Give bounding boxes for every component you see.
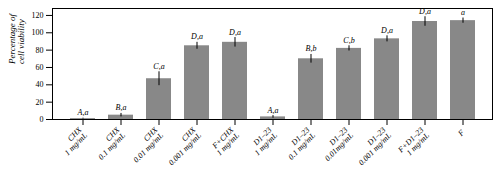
svg-text:C,b: C,b — [343, 36, 354, 45]
svg-text:D,a: D,a — [228, 28, 241, 37]
svg-text:100: 100 — [32, 28, 44, 37]
svg-text:80: 80 — [36, 46, 44, 55]
svg-text:D1–230.1 mg/mL: D1–230.1 mg/mL — [281, 125, 318, 162]
svg-text:F+D1–231 mg/mL: F+D1–231 mg/mL — [396, 125, 432, 161]
svg-text:CHX0.1 mg/mL: CHX0.1 mg/mL — [91, 125, 128, 162]
svg-text:D,a: D,a — [190, 32, 203, 41]
svg-text:D,a: D,a — [380, 26, 393, 35]
svg-text:B,b: B,b — [306, 44, 317, 53]
svg-text:40: 40 — [36, 80, 44, 89]
svg-text:D1–230.001 mg/mL: D1–230.001 mg/mL — [351, 125, 393, 167]
svg-text:A,a: A,a — [267, 106, 279, 115]
svg-text:CHX0.01 mg/mL: CHX0.01 mg/mL — [126, 125, 166, 165]
svg-text:D1–230.01mg/mL: D1–230.01mg/mL — [317, 125, 355, 163]
svg-text:0: 0 — [40, 115, 44, 124]
svg-text:F: F — [456, 128, 467, 139]
svg-text:120: 120 — [32, 11, 44, 20]
svg-text:D,a: D,a — [419, 6, 431, 16]
svg-text:20: 20 — [36, 98, 44, 107]
svg-text:a: a — [461, 8, 465, 17]
svg-text:CHX0.001 mg/mL: CHX0.001 mg/mL — [161, 125, 204, 168]
svg-text:A,a: A,a — [77, 108, 89, 117]
svg-text:60: 60 — [36, 63, 44, 72]
svg-text:Percentage ofcell viability: Percentage ofcell viability — [7, 13, 26, 65]
svg-text:C,a: C,a — [153, 62, 164, 71]
svg-text:CHX1 mg/mL: CHX1 mg/mL — [57, 125, 90, 158]
svg-text:B,a: B,a — [116, 103, 127, 112]
svg-text:F+CHX1 mg/mL: F+CHX1 mg/mL — [209, 125, 242, 158]
svg-text:D1–231 mg/mL: D1–231 mg/mL — [247, 125, 279, 157]
